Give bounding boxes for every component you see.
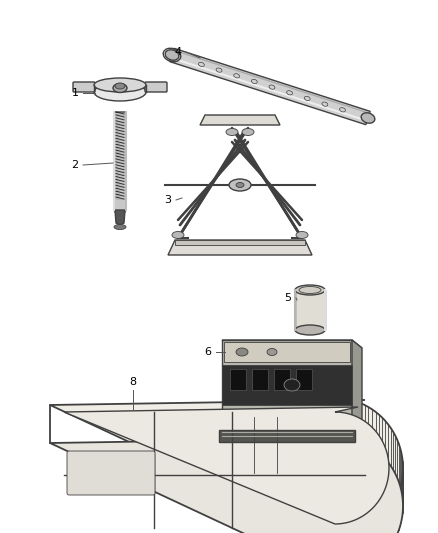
Ellipse shape bbox=[361, 113, 375, 123]
Ellipse shape bbox=[295, 325, 325, 335]
Polygon shape bbox=[64, 407, 389, 524]
Polygon shape bbox=[296, 369, 312, 390]
Text: 2: 2 bbox=[71, 160, 78, 170]
Ellipse shape bbox=[94, 78, 146, 92]
Ellipse shape bbox=[284, 379, 300, 391]
Polygon shape bbox=[115, 210, 125, 225]
Ellipse shape bbox=[113, 84, 127, 93]
Ellipse shape bbox=[236, 182, 244, 188]
Text: 4: 4 bbox=[174, 47, 182, 57]
Text: 8: 8 bbox=[130, 377, 137, 387]
Ellipse shape bbox=[296, 231, 308, 238]
FancyBboxPatch shape bbox=[67, 451, 155, 495]
Polygon shape bbox=[114, 112, 126, 220]
Ellipse shape bbox=[229, 179, 251, 191]
Polygon shape bbox=[222, 340, 352, 430]
Polygon shape bbox=[168, 240, 312, 255]
Polygon shape bbox=[170, 49, 370, 125]
Text: 5: 5 bbox=[285, 293, 292, 303]
Polygon shape bbox=[274, 369, 290, 390]
Ellipse shape bbox=[115, 83, 125, 89]
Polygon shape bbox=[222, 340, 362, 348]
Ellipse shape bbox=[267, 349, 277, 356]
Ellipse shape bbox=[172, 231, 184, 238]
Polygon shape bbox=[252, 369, 268, 390]
Polygon shape bbox=[200, 115, 280, 125]
Text: 1: 1 bbox=[71, 88, 78, 98]
Ellipse shape bbox=[295, 285, 325, 295]
Polygon shape bbox=[295, 290, 325, 330]
Ellipse shape bbox=[114, 224, 126, 230]
Polygon shape bbox=[222, 365, 352, 405]
Text: 3: 3 bbox=[165, 195, 172, 205]
Ellipse shape bbox=[226, 128, 238, 135]
FancyBboxPatch shape bbox=[145, 82, 167, 92]
Ellipse shape bbox=[165, 50, 179, 60]
Ellipse shape bbox=[94, 83, 146, 101]
Polygon shape bbox=[219, 430, 355, 442]
Polygon shape bbox=[224, 342, 350, 362]
Polygon shape bbox=[50, 436, 403, 533]
Ellipse shape bbox=[242, 128, 254, 135]
FancyBboxPatch shape bbox=[73, 82, 95, 92]
Ellipse shape bbox=[236, 348, 248, 356]
Polygon shape bbox=[50, 398, 403, 533]
Polygon shape bbox=[175, 240, 305, 245]
Text: 6: 6 bbox=[205, 347, 212, 357]
Polygon shape bbox=[352, 340, 362, 438]
Polygon shape bbox=[230, 369, 246, 390]
